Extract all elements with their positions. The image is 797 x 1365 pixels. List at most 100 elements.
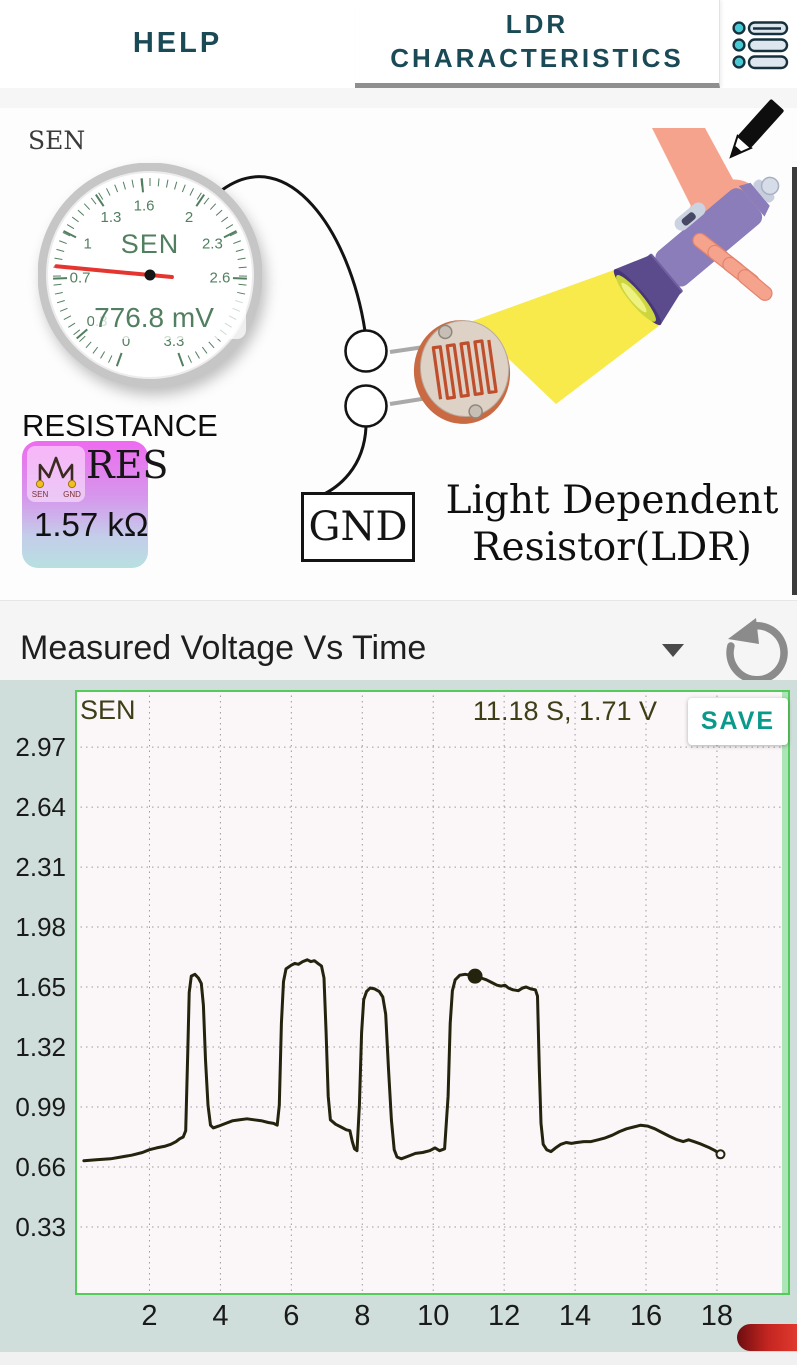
graph-type-selector[interactable] — [0, 600, 797, 681]
gauge-scale-label: 1.3 — [100, 209, 121, 226]
gauge-title: SEN — [121, 229, 180, 259]
gauge-minor-tick — [56, 248, 65, 252]
y-tick-label: 1.65 — [15, 972, 66, 1003]
svg-text:SEN: SEN — [32, 490, 49, 499]
res-title: RES — [86, 443, 169, 487]
gauge-major-tick — [140, 178, 144, 193]
flashlight-illustration — [613, 176, 780, 326]
gauge-minor-tick — [66, 224, 75, 230]
gauge-minor-tick — [209, 203, 217, 210]
x-tick-label: 4 — [212, 1300, 229, 1332]
chart-line-sen — [82, 958, 722, 1163]
gauge-minor-tick — [59, 240, 67, 245]
terminal-gnd[interactable] — [344, 384, 388, 428]
horizontal-scroll-indicator[interactable] — [737, 1324, 797, 1351]
gauge-minor-tick — [56, 300, 65, 304]
gauge-minor-tick — [174, 181, 178, 190]
gauge-minor-tick — [165, 179, 169, 188]
gauge-minor-tick — [68, 322, 76, 328]
gauge-minor-tick — [114, 184, 119, 193]
x-tick-label: 18 — [700, 1300, 734, 1332]
gauge-minor-tick — [237, 291, 246, 295]
gauge-major-tick — [95, 193, 105, 207]
cursor-dot[interactable] — [467, 968, 483, 984]
y-tick-label: 2.64 — [15, 792, 66, 823]
gauge-minor-tick — [85, 341, 92, 349]
chevron-down-icon[interactable] — [662, 644, 684, 657]
gauge-major-tick — [195, 193, 205, 207]
tab-help[interactable]: HELP — [0, 0, 355, 86]
gauge-minor-tick — [59, 307, 68, 312]
plot-background — [75, 690, 790, 1295]
gauge-minor-tick — [54, 291, 63, 295]
y-tick-label: 0.33 — [15, 1212, 66, 1242]
circuit-artwork — [221, 128, 780, 498]
gauge-minor-tick — [229, 232, 238, 237]
x-tick-label: 2 — [141, 1300, 158, 1332]
gauge-minor-tick — [79, 335, 86, 342]
save-button[interactable]: SAVE — [688, 698, 788, 745]
y-tick-label: 0.99 — [15, 1092, 66, 1123]
chart-legend: SEN — [80, 695, 136, 725]
edit-pencil-icon[interactable] — [726, 96, 786, 170]
gauge-scale-label: 2 — [185, 209, 193, 226]
res-icon-chip: SEN GND — [27, 446, 85, 502]
x-tick-label: 6 — [283, 1300, 300, 1332]
gauge-major-tick — [177, 352, 185, 367]
gauge-minor-tick — [131, 179, 135, 188]
x-tick-label: 14 — [558, 1300, 592, 1332]
gauge-minor-tick — [225, 224, 234, 230]
gauge-major-tick — [115, 352, 123, 367]
tab-ldr-label: LDR CHARACTERISTICS — [390, 8, 684, 73]
terminal-sen[interactable] — [344, 329, 388, 373]
y-tick-label: 1.98 — [15, 912, 66, 943]
gauge-minor-tick — [189, 188, 194, 196]
fingers-illustration — [692, 232, 773, 301]
header-divider — [0, 88, 797, 109]
gauge-major-tick — [63, 230, 77, 239]
gauge-minor-tick — [187, 355, 192, 363]
sen-wire — [221, 175, 367, 332]
y-tick-label: 1.32 — [15, 1032, 66, 1063]
gauge-scale-label: 1.6 — [134, 197, 155, 214]
gauge-major-tick — [76, 328, 88, 340]
gauge-major-tick — [53, 277, 68, 280]
gauge-minor-tick — [203, 197, 210, 205]
svg-text:GND: GND — [63, 490, 81, 499]
ldr-lead — [389, 345, 425, 354]
series-end-marker — [715, 1149, 726, 1160]
gauge-minor-tick — [237, 257, 246, 261]
y-tick-label: 2.31 — [15, 852, 66, 883]
tab-help-label: HELP — [132, 26, 223, 59]
res-value: 1.57 kΩ — [34, 506, 149, 543]
bottom-strip — [0, 1352, 797, 1365]
gauge-minor-tick — [92, 346, 99, 354]
gauge-major-tick — [232, 277, 247, 280]
resistor-symbol-icon: SEN GND — [32, 456, 81, 499]
x-tick-label: 8 — [354, 1300, 371, 1332]
gauge-reading-backdrop — [94, 293, 246, 339]
y-tick-label: 2.97 — [15, 732, 66, 763]
x-tick-label: 12 — [488, 1300, 521, 1332]
gauge-minor-tick — [194, 351, 200, 359]
tab-ldr-characteristics[interactable]: LDR CHARACTERISTICS — [355, 0, 720, 88]
gauge-minor-tick — [122, 181, 126, 190]
vertical-scrollbar-thumb[interactable] — [792, 167, 797, 595]
gauge-scale-label: 0 — [122, 333, 130, 350]
gauge-minor-tick — [71, 216, 79, 223]
gauge-minor-tick — [238, 283, 247, 286]
gauge-scale-label: 2.6 — [210, 270, 231, 287]
cursor-readout: 11.18 S, 1.71 V — [472, 696, 658, 726]
gauge-minor-tick — [53, 283, 62, 286]
ldr-caption: Light Dependent Resistor(LDR) — [445, 478, 779, 570]
menu-button[interactable] — [729, 12, 791, 74]
gnd-box: GND — [301, 492, 415, 562]
reset-graph-button[interactable] — [716, 610, 794, 688]
list-menu-icon — [732, 21, 789, 70]
graph-type-selected-value[interactable]: Measured Voltage Vs Time — [20, 629, 427, 667]
voltage-time-chart[interactable] — [75, 690, 790, 1295]
gauge-minor-tick — [54, 257, 63, 261]
gauge-minor-tick — [201, 346, 208, 354]
